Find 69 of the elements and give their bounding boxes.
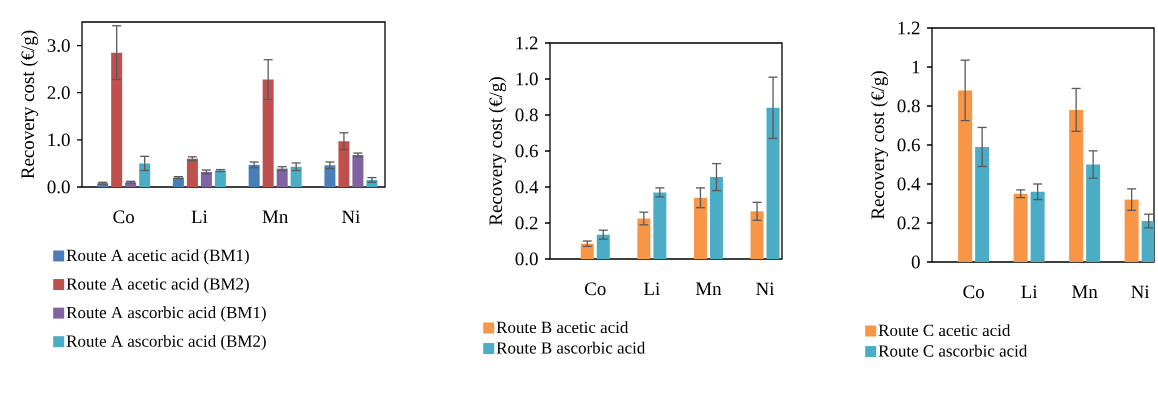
bar [214, 170, 226, 187]
bar [958, 90, 973, 262]
bar [637, 218, 651, 259]
bar [653, 192, 667, 259]
bar [1141, 221, 1155, 262]
y-tick-label: 0.4 [515, 180, 539, 194]
y-tick-label: 0.4 [897, 177, 921, 191]
y-axis-title: Recovery cost (€/g) [870, 71, 889, 220]
x-tick-label: Ni [756, 282, 775, 296]
bar [766, 107, 780, 259]
bar [1030, 191, 1045, 262]
y-tick-label: 0.8 [515, 108, 538, 122]
bar [262, 79, 274, 187]
y-tick-label: 0 [911, 255, 920, 269]
bar [276, 168, 288, 187]
bar [1086, 164, 1101, 262]
legend-label: Route A ascorbic acid (BM2) [66, 334, 266, 351]
legend-label: Route C acetic acid [878, 324, 1011, 337]
bar [693, 197, 707, 259]
y-tick-label: 1.2 [516, 36, 538, 50]
x-tick-label: Co [113, 210, 134, 224]
legend-label: Route A ascorbic acid (BM1) [66, 306, 266, 322]
bar [139, 163, 151, 187]
y-tick-label: 0.2 [515, 216, 538, 230]
y-tick-label: 0.0 [47, 180, 70, 194]
x-tick-label: Ni [341, 210, 361, 224]
y-axis-title: Recovery cost (€/g) [20, 30, 39, 179]
bar [709, 177, 723, 259]
legend-label: Route B ascorbic acid [496, 341, 646, 354]
bar [1013, 193, 1028, 262]
y-tick-label: 0.6 [515, 144, 538, 158]
bar [111, 52, 123, 187]
legend-label: Route B acetic acid [496, 321, 629, 334]
bar [1124, 199, 1139, 262]
y-axis-title: Recovery cost (€/g) [488, 77, 507, 226]
y-tick-label: 0.0 [515, 252, 538, 266]
bar [580, 243, 594, 259]
y-tick-label: 0.2 [897, 216, 920, 230]
x-tick-label: Li [1021, 285, 1038, 299]
legend-label: Route C ascorbic acid [878, 344, 1028, 357]
x-tick-label: Li [643, 282, 660, 296]
y-tick-label: 1.0 [48, 133, 70, 147]
x-tick-label: Co [585, 282, 606, 296]
x-tick-label: Mn [262, 210, 289, 223]
x-tick-label: Li [191, 210, 208, 224]
legend-label: Route A acetic acid (BM2) [66, 277, 249, 294]
y-tick-label: 0.6 [897, 138, 920, 152]
bar [186, 158, 198, 187]
bar [750, 211, 764, 259]
bar [338, 141, 350, 187]
x-tick-label: Mn [1072, 285, 1098, 298]
bar [975, 146, 990, 262]
x-tick-label: Ni [1131, 285, 1150, 299]
y-tick-label: 1.0 [516, 72, 538, 86]
bar [248, 164, 260, 187]
y-tick-label: 1.2 [898, 21, 920, 35]
legend-label: Route A acetic acid (BM1) [66, 249, 249, 265]
bar [1069, 109, 1084, 262]
x-tick-label: Co [963, 285, 984, 299]
y-tick-label: 3.0 [47, 39, 70, 52]
bar [596, 234, 610, 259]
bar [290, 166, 302, 187]
bar [352, 154, 364, 187]
y-tick-label: 1 [912, 60, 920, 74]
bar [324, 165, 336, 187]
y-tick-label: 0.8 [897, 99, 920, 113]
bar [200, 171, 212, 187]
y-tick-label: 2.0 [47, 86, 70, 100]
x-tick-label: Mn [695, 282, 722, 295]
